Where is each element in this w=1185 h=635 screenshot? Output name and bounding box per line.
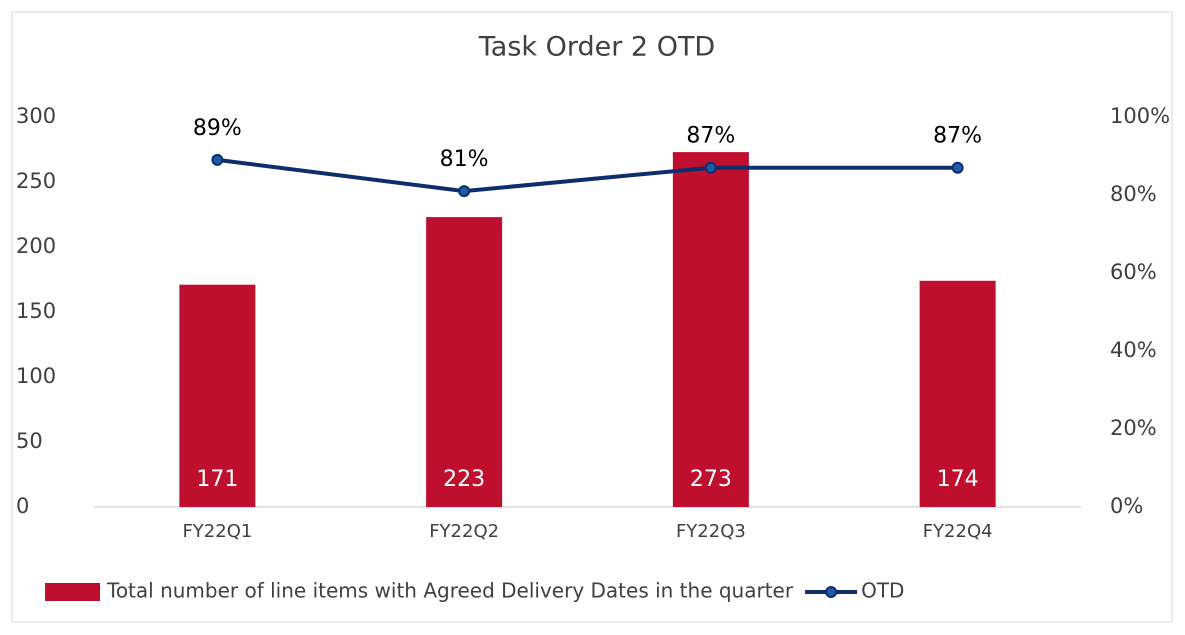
line-value-label: 89% (193, 116, 242, 141)
line-marker (458, 185, 471, 198)
line-value-label: 81% (440, 147, 489, 172)
bar (426, 217, 503, 507)
y-tick-label: 200 (16, 234, 56, 258)
line-marker (951, 161, 964, 174)
legend-label: Total number of line items with Agreed D… (106, 579, 794, 603)
chart-title: Task Order 2 OTD (478, 32, 715, 63)
x-tick-label: FY22Q2 (429, 521, 499, 542)
bar-value-label: 171 (196, 467, 238, 492)
bar (919, 280, 996, 507)
y2-tick-label: 20% (1110, 416, 1157, 440)
bar-value-label: 174 (937, 467, 979, 492)
y-tick-label: 50 (16, 429, 43, 453)
y-tick-label: 300 (16, 104, 56, 128)
bar-value-label: 223 (443, 467, 485, 492)
line-marker (704, 161, 717, 174)
y-tick-label: 0 (16, 494, 29, 518)
x-tick-label: FY22Q3 (676, 521, 746, 542)
y2-tick-label: 0% (1110, 494, 1143, 518)
line (217, 157, 958, 194)
bar (672, 152, 749, 507)
legend-marker (825, 586, 838, 598)
legend-label: OTD (861, 579, 904, 603)
line-value-label: 87% (686, 124, 735, 149)
legend-swatch (45, 583, 100, 601)
line-marker (211, 153, 224, 166)
y-tick-label: 100 (16, 364, 56, 388)
x-tick-label: FY22Q1 (182, 521, 252, 542)
y2-tick-label: 40% (1110, 338, 1157, 362)
y-tick-label: 150 (16, 299, 56, 323)
y2-tick-label: 60% (1110, 260, 1157, 284)
x-tick-label: FY22Q4 (923, 521, 993, 542)
line-value-label: 87% (933, 124, 982, 149)
y-tick-label: 250 (16, 169, 56, 193)
bar (179, 284, 256, 507)
bar-value-label: 273 (690, 467, 732, 492)
y2-tick-label: 100% (1110, 104, 1170, 128)
y2-tick-label: 80% (1110, 182, 1157, 206)
